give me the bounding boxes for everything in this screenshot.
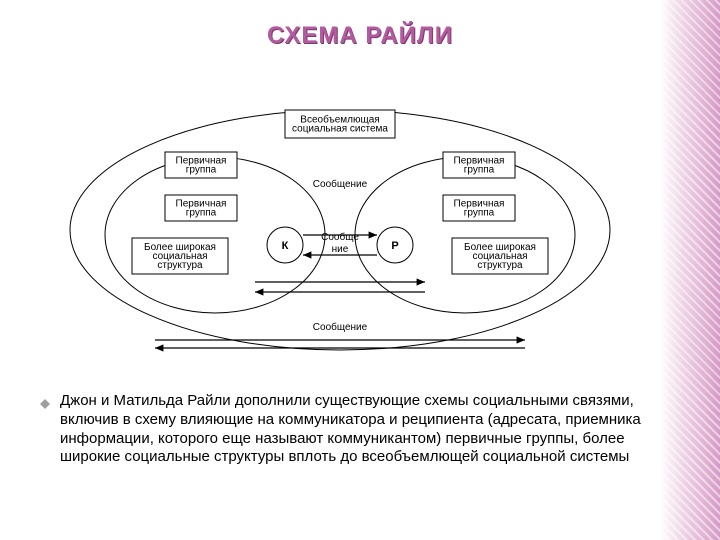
svg-text:структура: структура [157,260,203,271]
riley-diagram: КРВсеобъемлющаясоциальная системаПервичн… [60,80,620,360]
page-title: СХЕМА РАЙЛИ [0,22,720,50]
svg-text:группа: группа [186,207,217,218]
decor-gradient [660,0,720,540]
svg-text:группа: группа [464,207,495,218]
svg-text:группа: группа [464,164,495,175]
bullet-icon [40,399,50,409]
svg-text:группа: группа [186,164,217,175]
svg-text:К: К [282,240,289,252]
svg-text:Р: Р [391,240,398,252]
svg-text:структура: структура [477,260,523,271]
svg-text:ние: ние [332,244,349,255]
svg-text:Сообщение: Сообщение [313,178,368,190]
svg-text:Сообщение: Сообщение [313,321,368,333]
body-paragraph: Джон и Матильда Райли дополнили существу… [60,392,660,467]
svg-text:Сообще: Сообще [321,231,359,243]
svg-text:социальная система: социальная система [292,124,388,135]
